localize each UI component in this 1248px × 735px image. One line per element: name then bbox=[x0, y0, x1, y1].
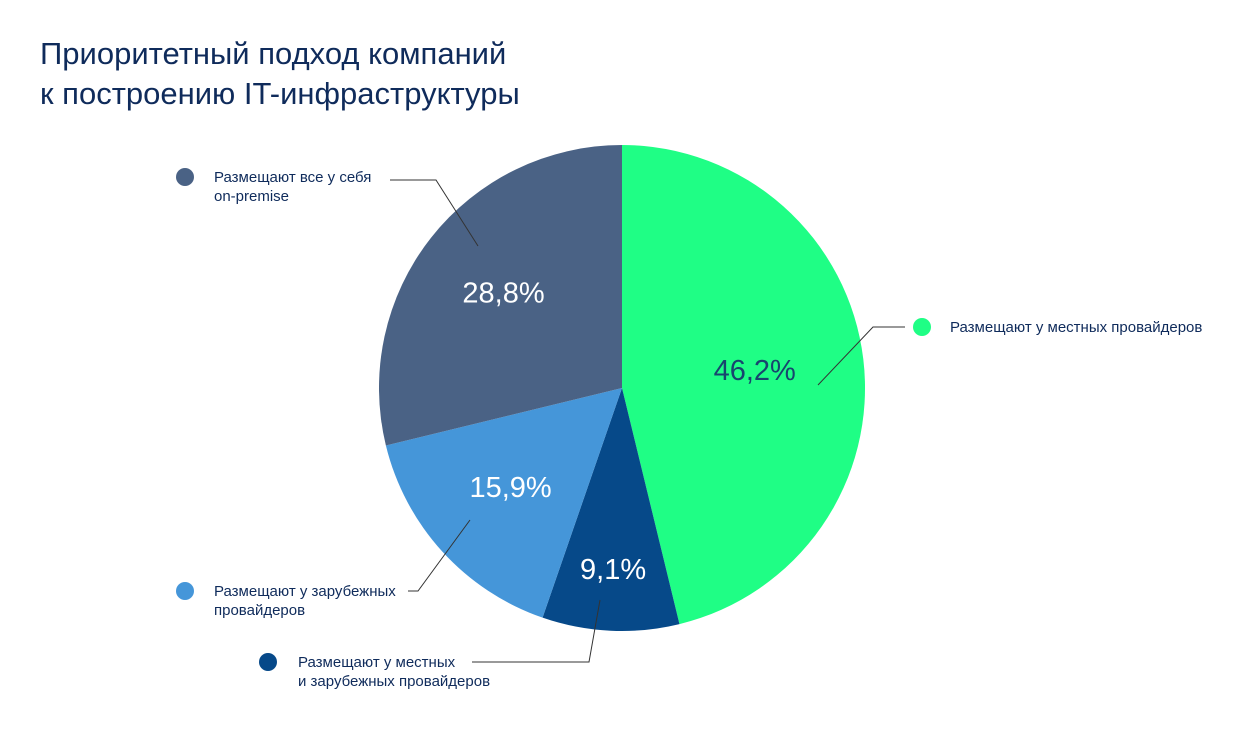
slice-value-label-2: 9,1% bbox=[580, 554, 646, 586]
chart-title-line-2: к построению IT-инфраструктуры bbox=[40, 76, 520, 111]
legend: Размещают у местных провайдеров Размещают… bbox=[176, 168, 1202, 690]
chart-title-line-1: Приоритетный подход компаний bbox=[40, 36, 507, 71]
legend-marker-1 bbox=[913, 318, 931, 336]
pie-slice-1 bbox=[622, 145, 866, 625]
slice-value-label-4: 28,8% bbox=[462, 278, 544, 310]
leader-line-4 bbox=[390, 179, 479, 247]
slice-value-label-1: 46,2% bbox=[714, 355, 796, 387]
leader-line-3 bbox=[408, 519, 471, 592]
pie-value-labels: 46,2% 9,1% 15,9% 28,8% bbox=[462, 278, 795, 586]
pie-slice-2 bbox=[542, 388, 680, 632]
legend-label-1: Размещают у местных провайдеров bbox=[950, 319, 1202, 336]
legend-marker-4 bbox=[176, 168, 194, 186]
legend-marker-2 bbox=[259, 653, 277, 671]
slice-value-label-3: 15,9% bbox=[469, 472, 551, 504]
legend-label-3: Размещают у зарубежных провайдеров bbox=[214, 583, 396, 619]
legend-label-2: Размещают у местных и зарубежных провайде… bbox=[298, 654, 490, 690]
legend-label-4: Размещают все у себя on-premise bbox=[214, 169, 371, 205]
legend-marker-3 bbox=[176, 582, 194, 600]
leader-lines bbox=[390, 179, 905, 663]
pie-slices bbox=[378, 145, 866, 632]
pie-slice-4 bbox=[378, 145, 622, 446]
chart-title: Приоритетный подход компаний к построени… bbox=[40, 34, 520, 114]
leader-line-1 bbox=[817, 326, 905, 386]
pie-slice-3 bbox=[385, 388, 622, 618]
leader-line-2 bbox=[472, 599, 601, 663]
